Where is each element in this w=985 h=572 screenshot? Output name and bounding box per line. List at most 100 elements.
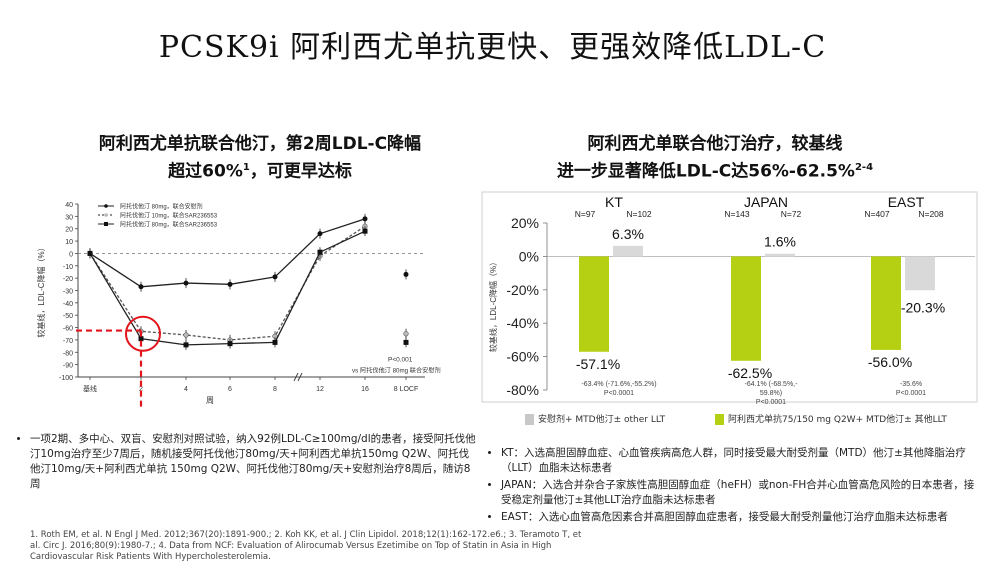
bar-treatment (579, 256, 609, 352)
x-tick-label: 8 LOCF (394, 386, 419, 393)
value-label-treatment: -56.0% (868, 354, 912, 370)
value-label-control: 6.3% (612, 226, 644, 242)
axis-break-mark (297, 372, 303, 382)
series-3-point (138, 336, 144, 342)
chart-frame (481, 191, 978, 403)
legend-marker-1 (104, 204, 108, 208)
right-title-line1: 阿利西尤单联合他汀治疗，较基线 (587, 134, 843, 154)
x-tick-label: 基线 (83, 384, 97, 393)
left-bullet: 一项2期、多中心、双盲、安慰剂对照试验，纳入92例LDL-C≥100mg/dl的… (30, 432, 476, 492)
series-1-point (183, 280, 189, 286)
left-notes: 一项2期、多中心、双盲、安慰剂对照试验，纳入92例LDL-C≥100mg/dl的… (16, 432, 476, 494)
legend-marker-2 (104, 213, 108, 217)
y-tick-label: -10 (63, 264, 73, 271)
series-1-point (138, 284, 144, 290)
page-title: PCSK9i 阿利西尤单抗更快、更强效降低LDL-C (158, 30, 827, 65)
legend-label-control: 安慰剂+ MTD他汀± other LLT (538, 415, 666, 425)
group-name: KT (605, 194, 623, 210)
bar-chart: 20% 0% -20% -40% -60% -80% 较基线，LDL-C降幅（%） KT N=9… (481, 191, 978, 405)
series-3-point (87, 250, 93, 256)
y-tick-label: 20 (65, 227, 73, 234)
legend-swatch-control (525, 414, 534, 425)
series-3-point (362, 228, 368, 234)
legend-swatch-treatment (715, 414, 724, 425)
series-line-3 (89, 230, 366, 346)
ci-label: -64.1% (-68.5%,- (745, 381, 799, 388)
group-name: EAST (888, 194, 925, 210)
x-tick-label: 6 (228, 386, 232, 393)
series-1-point (362, 216, 368, 222)
legend-label-1: 阿托伐他汀 80mg，联合安慰剂 (120, 203, 203, 211)
series-2-point (183, 332, 189, 338)
ci-label: -63.4% (-71.6%,-55.2%) (581, 381, 656, 388)
value-label-treatment: -57.1% (576, 356, 620, 372)
references: 1. Roth EM, et al. N Engl J Med. 2012;36… (30, 530, 582, 562)
x-tick-label: 2 (139, 386, 143, 393)
value-label-control: -20.3% (901, 299, 945, 315)
p-value-label: P<0.0001 (604, 390, 634, 397)
y-tick-label: -80% (506, 382, 539, 398)
y-tick-label: -20 (63, 276, 73, 283)
right-panel-title: 阿利西尤单联合他汀治疗，较基线 进一步显著降低LDL-C达56%-62.5%2-… (480, 132, 950, 184)
series-3-point (317, 249, 323, 255)
right-title-line2: 进一步显著降低LDL-C达56%-62.5%2-4 (480, 156, 950, 184)
group-n-treatment: N=407 (864, 209, 890, 219)
y-tick-label: -40% (506, 315, 539, 331)
bar-treatment (731, 256, 761, 361)
right-title-line2-main: 进一步显著降低LDL-C达56%-62.5% (556, 161, 855, 182)
y-tick-label: -80 (63, 350, 73, 357)
ci-label: -35.6% (900, 381, 922, 388)
series-2-point (403, 331, 409, 337)
y-tick-label: 10 (65, 239, 73, 246)
p-value-label: P<0.0001 (756, 399, 786, 405)
right-notes: KT：入选高胆固醇血症、心血管疾病高危人群，同时接受最大耐受剂量（MTD）他汀±… (487, 446, 982, 527)
right-title-sup: 2-4 (854, 162, 874, 173)
value-label-control: 1.6% (764, 234, 796, 250)
group-n-control: N=102 (626, 209, 652, 219)
y-tick-label: -40 (63, 301, 73, 308)
x-axis-label: 周 (206, 396, 214, 405)
y-tick-label: -100 (59, 375, 73, 382)
y-tick-label: -30 (63, 289, 73, 296)
value-label-treatment: -62.5% (728, 365, 772, 381)
legend-label-treatment: 阿利西尤单抗75/150 mg Q2W+ MTD他汀± 其他LLT (728, 415, 947, 425)
legend-item-control: 安慰剂+ MTD他汀± other LLT (525, 412, 665, 425)
x-tick-label: 16 (361, 386, 369, 393)
group-name: JAPAN (744, 194, 788, 210)
series-1-point (317, 231, 323, 237)
left-title-line2: 超过60%1，可更早达标 (50, 156, 470, 184)
right-bullet-japan: JAPAN：入选合并杂合子家族性高胆固醇血症（heFH）或non-FH合并心血管… (501, 478, 982, 508)
legend-label-2: 阿托伐他汀 10mg，联合SAR236553 (120, 212, 218, 220)
y-tick-label: 30 (65, 214, 73, 221)
y-tick-label: -20% (506, 282, 539, 298)
legend-label-3: 阿托伐他汀 80mg，联合SAR236553 (120, 221, 218, 229)
group-n-control: N=72 (781, 209, 802, 219)
axis-break-mark (293, 372, 299, 382)
x-tick-label: 8 (273, 386, 277, 393)
left-panel-title: 阿利西尤单抗联合他汀，第2周LDL-C降幅 超过60%1，可更早达标 (50, 132, 470, 184)
x-tick-label: 4 (184, 386, 188, 393)
group-n-control: N=208 (918, 209, 944, 219)
series-3-point (272, 339, 278, 345)
ci-label-cont: 59.8%) (760, 390, 782, 397)
legend-item-treatment: 阿利西尤单抗75/150 mg Q2W+ MTD他汀± 其他LLT (715, 412, 947, 425)
p-value-label: P<0.0001 (896, 390, 926, 397)
line-chart: 40 30 20 10 0 -10 -20 -30 -40 -50 -60 -70 -80 -90 -100… (36, 202, 441, 407)
series-1-point (272, 274, 278, 280)
comparison-annotation: vs 阿托伐他汀 80mg 联合安慰剂 (352, 367, 441, 375)
right-bullet-east: EAST：入选心血管高危因素合并高胆固醇血症患者，接受最大耐受剂量他汀治疗血脂未… (501, 510, 982, 525)
y-tick-label: -70 (63, 338, 73, 345)
y-tick-label: 20% (511, 215, 539, 231)
y-tick-label: 0% (519, 248, 539, 264)
series-3-point (183, 342, 189, 348)
series-line-1 (89, 218, 366, 288)
y-tick-label: -50 (63, 313, 73, 320)
bar-control (905, 256, 935, 291)
group-n-treatment: N=143 (724, 209, 750, 219)
y-tick-label: -60% (506, 349, 539, 365)
bar-control (613, 245, 643, 257)
y-tick-label: 0 (69, 251, 73, 258)
left-title-line2-tail: ，可更早达标 (249, 161, 352, 182)
y-tick-label: -60 (63, 326, 73, 333)
series-3-point (403, 339, 409, 345)
